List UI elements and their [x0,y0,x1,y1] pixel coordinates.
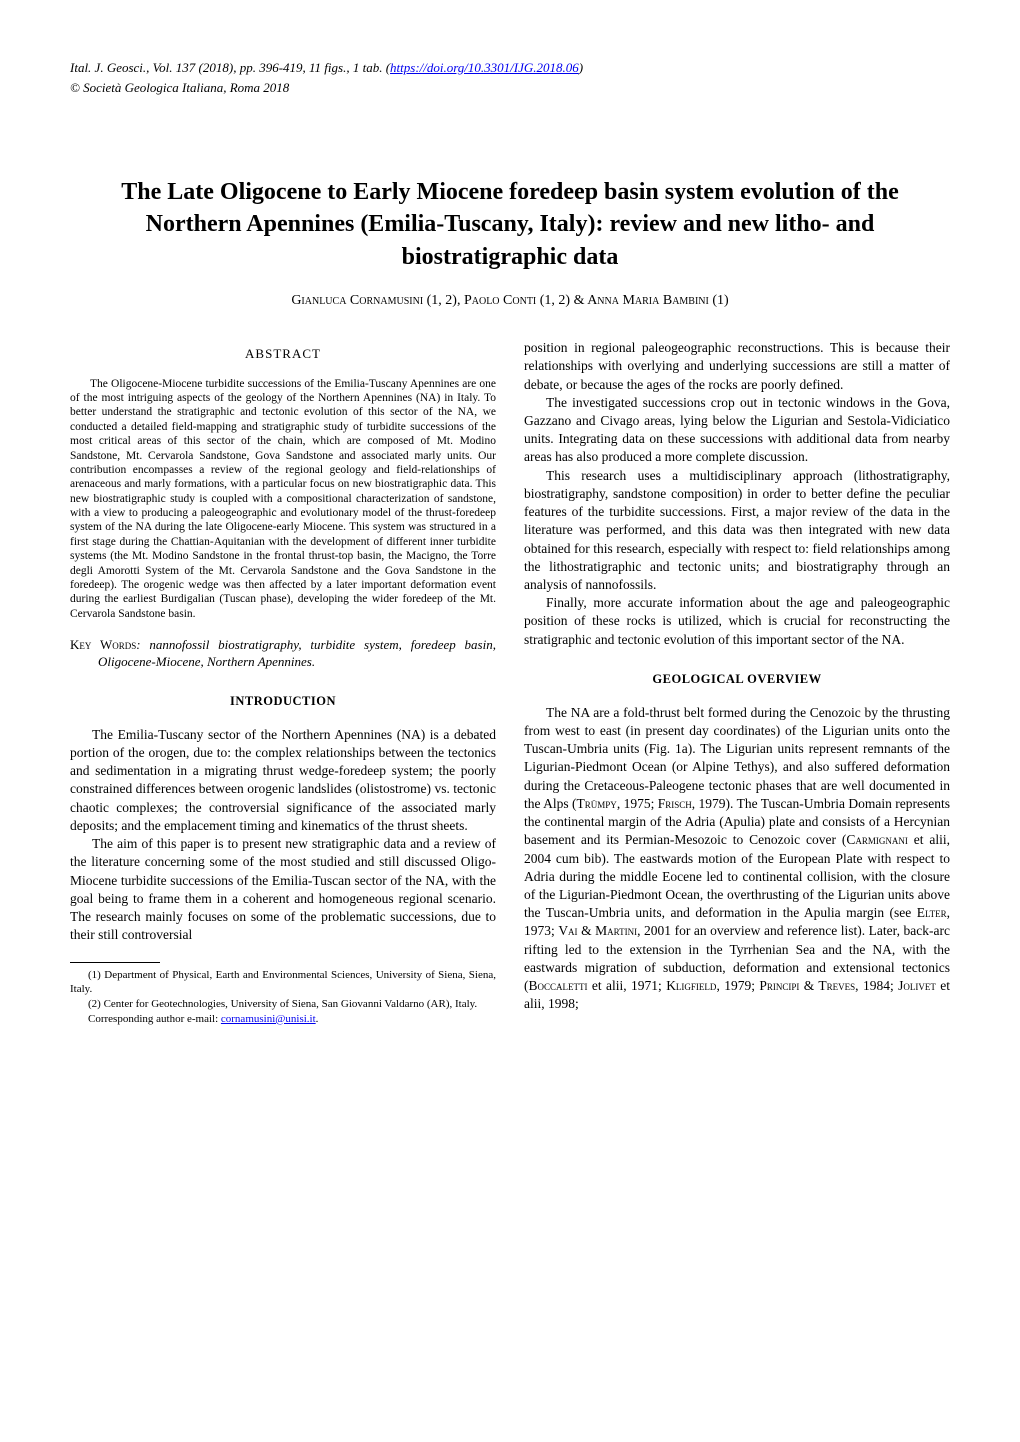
overview-p1: The NA are a fold-thrust belt formed dur… [524,704,950,1014]
overview-heading: GEOLOGICAL OVERVIEW [524,671,950,688]
intro-p6: Finally, more accurate information about… [524,594,950,649]
journal-citation-close: ) [579,60,583,75]
corresponding-email-link[interactable]: cornamusini@unisi.it [221,1013,316,1025]
abstract-body: The Oligocene-Miocene turbidite successi… [70,377,496,621]
intro-p4: The investigated successions crop out in… [524,394,950,467]
overview-ref-frisch: Frisch [658,796,692,811]
overview-ref-jolivet: Jolivet [898,978,936,993]
footnote-corr-suffix: . [316,1013,319,1025]
footnote-affiliation-2: (2) Center for Geotechnologies, Universi… [70,998,496,1012]
copyright-line: © Società Geologica Italiana, Roma 2018 [70,80,950,96]
author-line: Gianluca Cornamusini (1, 2), Paolo Conti… [70,293,950,309]
intro-p3: position in regional paleogeographic rec… [524,339,950,394]
journal-citation-text: Ital. J. Geosci., Vol. 137 (2018), pp. 3… [70,60,390,75]
overview-text-i: , 1984; [855,978,898,993]
abstract-paragraph: The Oligocene-Miocene turbidite successi… [70,377,496,621]
keywords-block: Key Words: nannofossil biostratigraphy, … [70,637,496,671]
intro-p2: The aim of this paper is to present new … [70,835,496,944]
intro-p1: The Emilia-Tuscany sector of the Norther… [70,726,496,835]
overview-text-h: , 1979; [716,978,759,993]
doi-link[interactable]: https://doi.org/10.3301/IJG.2018.06 [390,60,579,75]
keywords-text: : nannofossil biostratigraphy, turbidite… [98,637,496,669]
footnote-corresponding: Corresponding author e-mail: cornamusini… [70,1013,496,1027]
overview-ref-kligfield: Kligfield [666,978,716,993]
footnote-affiliation-1: (1) Department of Physical, Earth and En… [70,969,496,997]
article-title: The Late Oligocene to Early Miocene fore… [85,176,935,273]
overview-text-g: et alii, 1971; [588,978,667,993]
keywords-label: Key Words [70,637,136,652]
intro-p5: This research uses a multidisciplinary a… [524,467,950,595]
footnote-rule [70,962,160,963]
overview-ref-vai-martini: Vai & Martini [558,923,637,938]
body-columns: ABSTRACT The Oligocene-Miocene turbidite… [70,339,950,1026]
journal-citation: Ital. J. Geosci., Vol. 137 (2018), pp. 3… [70,60,950,76]
overview-ref-boccaletti: Boccaletti [529,978,588,993]
overview-ref-trumpy: Trümpy [577,796,617,811]
footnote-corr-prefix: Corresponding author e-mail: [88,1013,221,1025]
footnotes-block: (1) Department of Physical, Earth and En… [70,969,496,1026]
overview-ref-principi-treves: Principi & Treves [759,978,855,993]
overview-ref-carmignani: Carmignani [846,832,908,847]
introduction-heading: INTRODUCTION [70,693,496,710]
overview-text-b: , 1975; [617,796,658,811]
abstract-heading: ABSTRACT [70,345,496,363]
overview-ref-elter: Elter [917,905,947,920]
